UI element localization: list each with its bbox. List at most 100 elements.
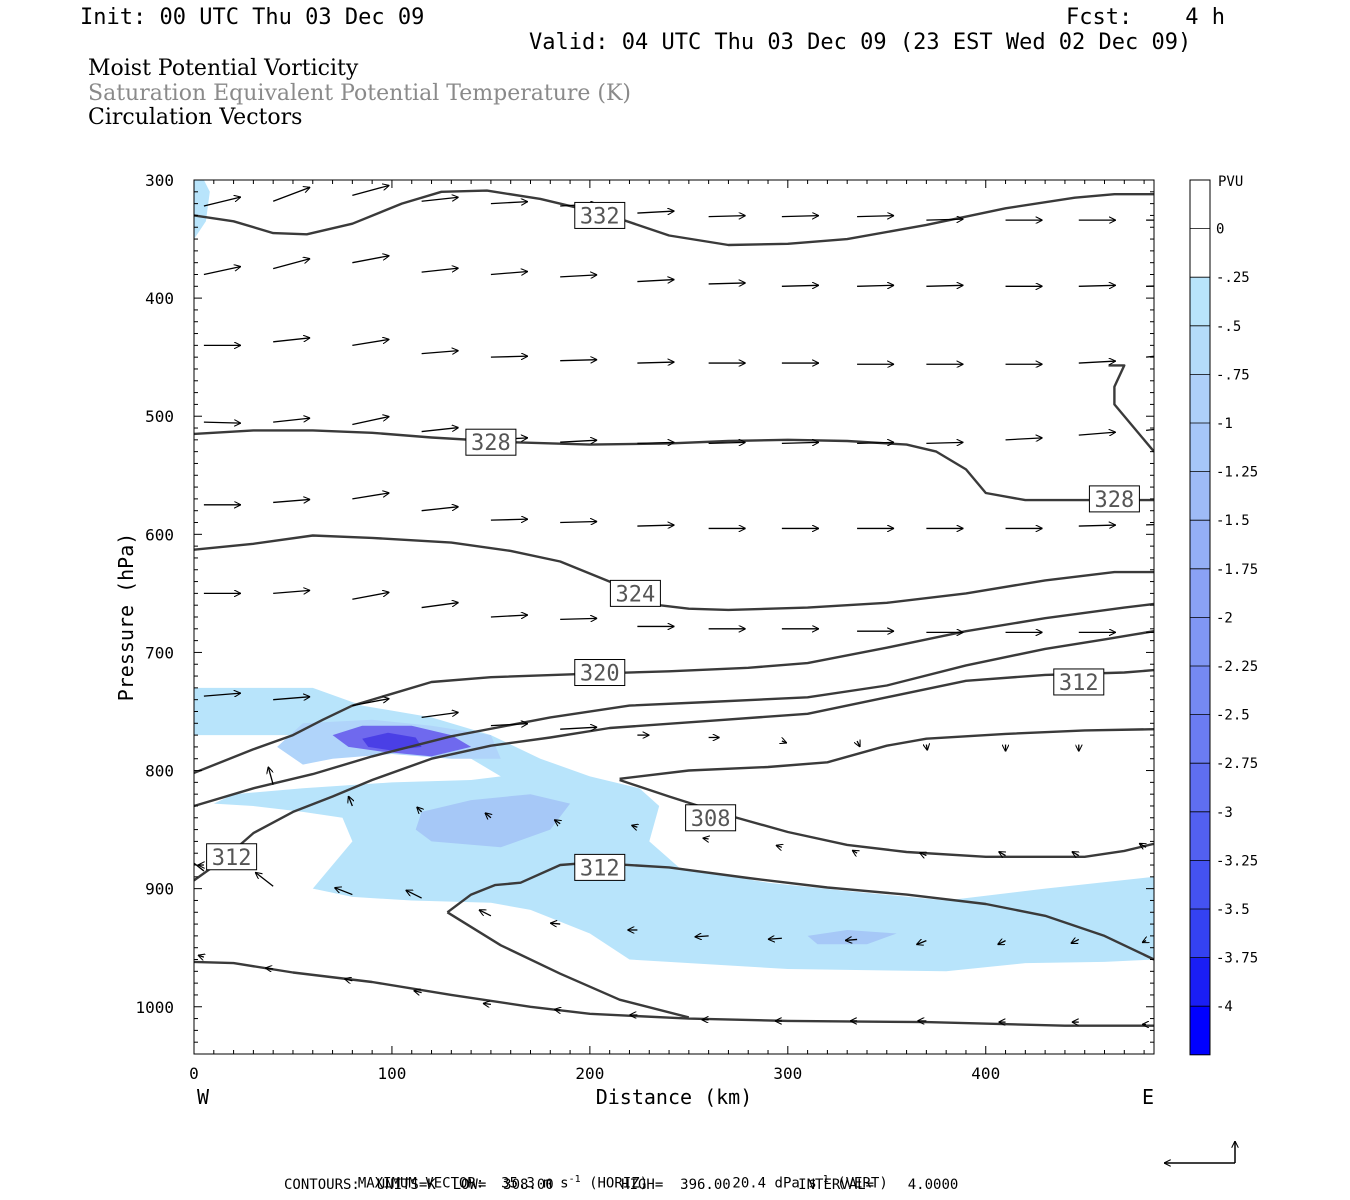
circulation-vector-111 xyxy=(194,862,205,872)
contour-label-2: 328 xyxy=(1088,485,1140,513)
horiz-tag: (HORIZ) xyxy=(589,1175,649,1192)
circulation-vector-48 xyxy=(637,442,674,443)
field-title-theta-es: Saturation Equivalent Potential Temperat… xyxy=(88,81,631,106)
colorbar-level-label: -2.5 xyxy=(1216,708,1250,724)
circulation-vector-73 xyxy=(421,603,459,609)
colorbar-swatch-6 xyxy=(1190,471,1210,521)
circulation-vector-108 xyxy=(999,852,1006,856)
circulation-vector-2 xyxy=(352,185,389,196)
circulation-vector-1 xyxy=(272,187,310,202)
circulation-vector-59 xyxy=(421,507,459,512)
circulation-vector-30 xyxy=(352,339,389,346)
colorbar-swatch-3 xyxy=(1190,325,1210,375)
contour-label-5: 312 xyxy=(1053,668,1105,696)
circulation-vector-101 xyxy=(485,813,491,818)
colorbar-swatch-2 xyxy=(1190,277,1210,326)
circulation-vector-89 xyxy=(560,727,597,729)
colorbar-swatch-13 xyxy=(1190,811,1210,861)
circulation-vector-122 xyxy=(998,941,1006,946)
circulation-vector-124 xyxy=(1142,941,1146,944)
circulation-vector-21 xyxy=(708,283,746,284)
circulation-vector-47 xyxy=(560,440,597,442)
circulation-vector-17 xyxy=(421,268,459,273)
field-title-mpv: Moist Potential Vorticity xyxy=(88,56,359,81)
circulation-vector-58 xyxy=(352,493,389,500)
circulation-vector-119 xyxy=(768,938,782,939)
theta-es-contour-6 xyxy=(194,668,1154,882)
colorbar-swatch-16 xyxy=(1190,957,1210,1007)
x-tick-label: 400 xyxy=(971,1064,1000,1083)
circulation-vector-6 xyxy=(637,211,674,213)
colorbar-swatch-7 xyxy=(1190,520,1210,569)
circulation-vector-93 xyxy=(857,741,861,747)
x-tick-label: 100 xyxy=(377,1064,406,1083)
pv-shading xyxy=(194,180,1154,972)
circulation-vector-8 xyxy=(781,216,819,217)
circulation-vector-57 xyxy=(273,499,310,502)
circulation-vector-109 xyxy=(1072,852,1079,856)
circulation-vector-62 xyxy=(637,525,674,526)
circulation-vector-121 xyxy=(916,941,927,945)
contour-label-4: 320 xyxy=(574,659,626,687)
circulation-vector-44 xyxy=(352,416,389,426)
circulation-vector-113 xyxy=(334,888,353,896)
circulation-vector-94 xyxy=(926,745,927,751)
pv-region-1 xyxy=(194,687,1154,972)
theta-es-contour-11 xyxy=(446,911,690,1019)
circulation-vector-34 xyxy=(637,362,674,363)
theta-es-contour-10 xyxy=(194,960,1154,1027)
circulation-vector-129 xyxy=(483,1003,491,1004)
svg-text:308: 308 xyxy=(691,807,731,832)
circulation-vector-85 xyxy=(273,697,310,700)
colorbar-swatch-4 xyxy=(1190,374,1210,423)
circulation-vector-54 xyxy=(1078,432,1116,435)
forecast-hour: Fcst: 4 h xyxy=(1066,5,1225,30)
colorbar-level-label: -1.25 xyxy=(1216,465,1258,481)
y-tick-label: 800 xyxy=(145,762,174,781)
svg-text:324: 324 xyxy=(616,582,656,607)
pv-region-3 xyxy=(415,794,571,848)
circulation-vector-40 xyxy=(1078,361,1116,363)
contours-info: CONTOURS: UNITS=K LOW= 308.00 HIGH= 396.… xyxy=(284,1177,959,1193)
circulation-vector-10 xyxy=(926,219,963,220)
colorbar-level-label: -3.25 xyxy=(1216,853,1258,869)
circulation-vector-104 xyxy=(703,838,709,839)
contour-label-1: 328 xyxy=(465,428,517,456)
colorbar-level-label: -.25 xyxy=(1216,270,1250,286)
circulation-vector-112 xyxy=(255,872,274,887)
field-title-vectors: Circulation Vectors xyxy=(88,105,303,130)
y-tick-label: 600 xyxy=(145,525,174,544)
circulation-vector-55 xyxy=(1146,428,1154,432)
circulation-vector-127 xyxy=(344,979,353,981)
colorbar-level-label: -1 xyxy=(1216,416,1233,432)
svg-text:320: 320 xyxy=(580,662,620,687)
x-axis-label: Distance (km) xyxy=(596,1085,753,1109)
circulation-vector-105 xyxy=(776,845,782,847)
horiz-value: 35.3 m s xyxy=(501,1175,569,1192)
circulation-vector-31 xyxy=(421,351,459,354)
axes: 300 400 500 600 700 800 900 1000 0 100 200 300 400 xyxy=(135,171,1154,1083)
circulation-vector-99 xyxy=(348,796,352,807)
contour-label-3: 324 xyxy=(609,579,661,607)
circulation-vector-23 xyxy=(857,285,894,286)
circulation-vector-0 xyxy=(203,197,241,207)
circulation-vector-128 xyxy=(414,991,422,993)
y-tick-label: 300 xyxy=(145,171,174,190)
theta-es-contour-9 xyxy=(446,861,1154,961)
circulation-vector-3 xyxy=(421,197,459,202)
circulation-vector-74 xyxy=(490,615,528,617)
circulation-vector-45 xyxy=(421,428,459,433)
circulation-vector-19 xyxy=(560,275,597,277)
pv-region-0 xyxy=(194,180,210,240)
circulation-vector-24 xyxy=(926,285,963,286)
circulation-vector-75 xyxy=(560,618,597,619)
contour-labels: 332 328 328 324 320 312 308 312 312 xyxy=(206,201,1140,881)
circulation-vector-53 xyxy=(1005,438,1043,440)
circulation-vector-15 xyxy=(273,259,310,270)
circulation-vector-68 xyxy=(1078,525,1116,526)
colorbar-swatch-1 xyxy=(1190,228,1210,278)
x-right-end-label: E xyxy=(1142,1085,1154,1109)
colorbar-swatch-14 xyxy=(1190,860,1210,909)
y-tick-label: 1000 xyxy=(135,998,174,1017)
circulation-vector-103 xyxy=(631,825,637,827)
